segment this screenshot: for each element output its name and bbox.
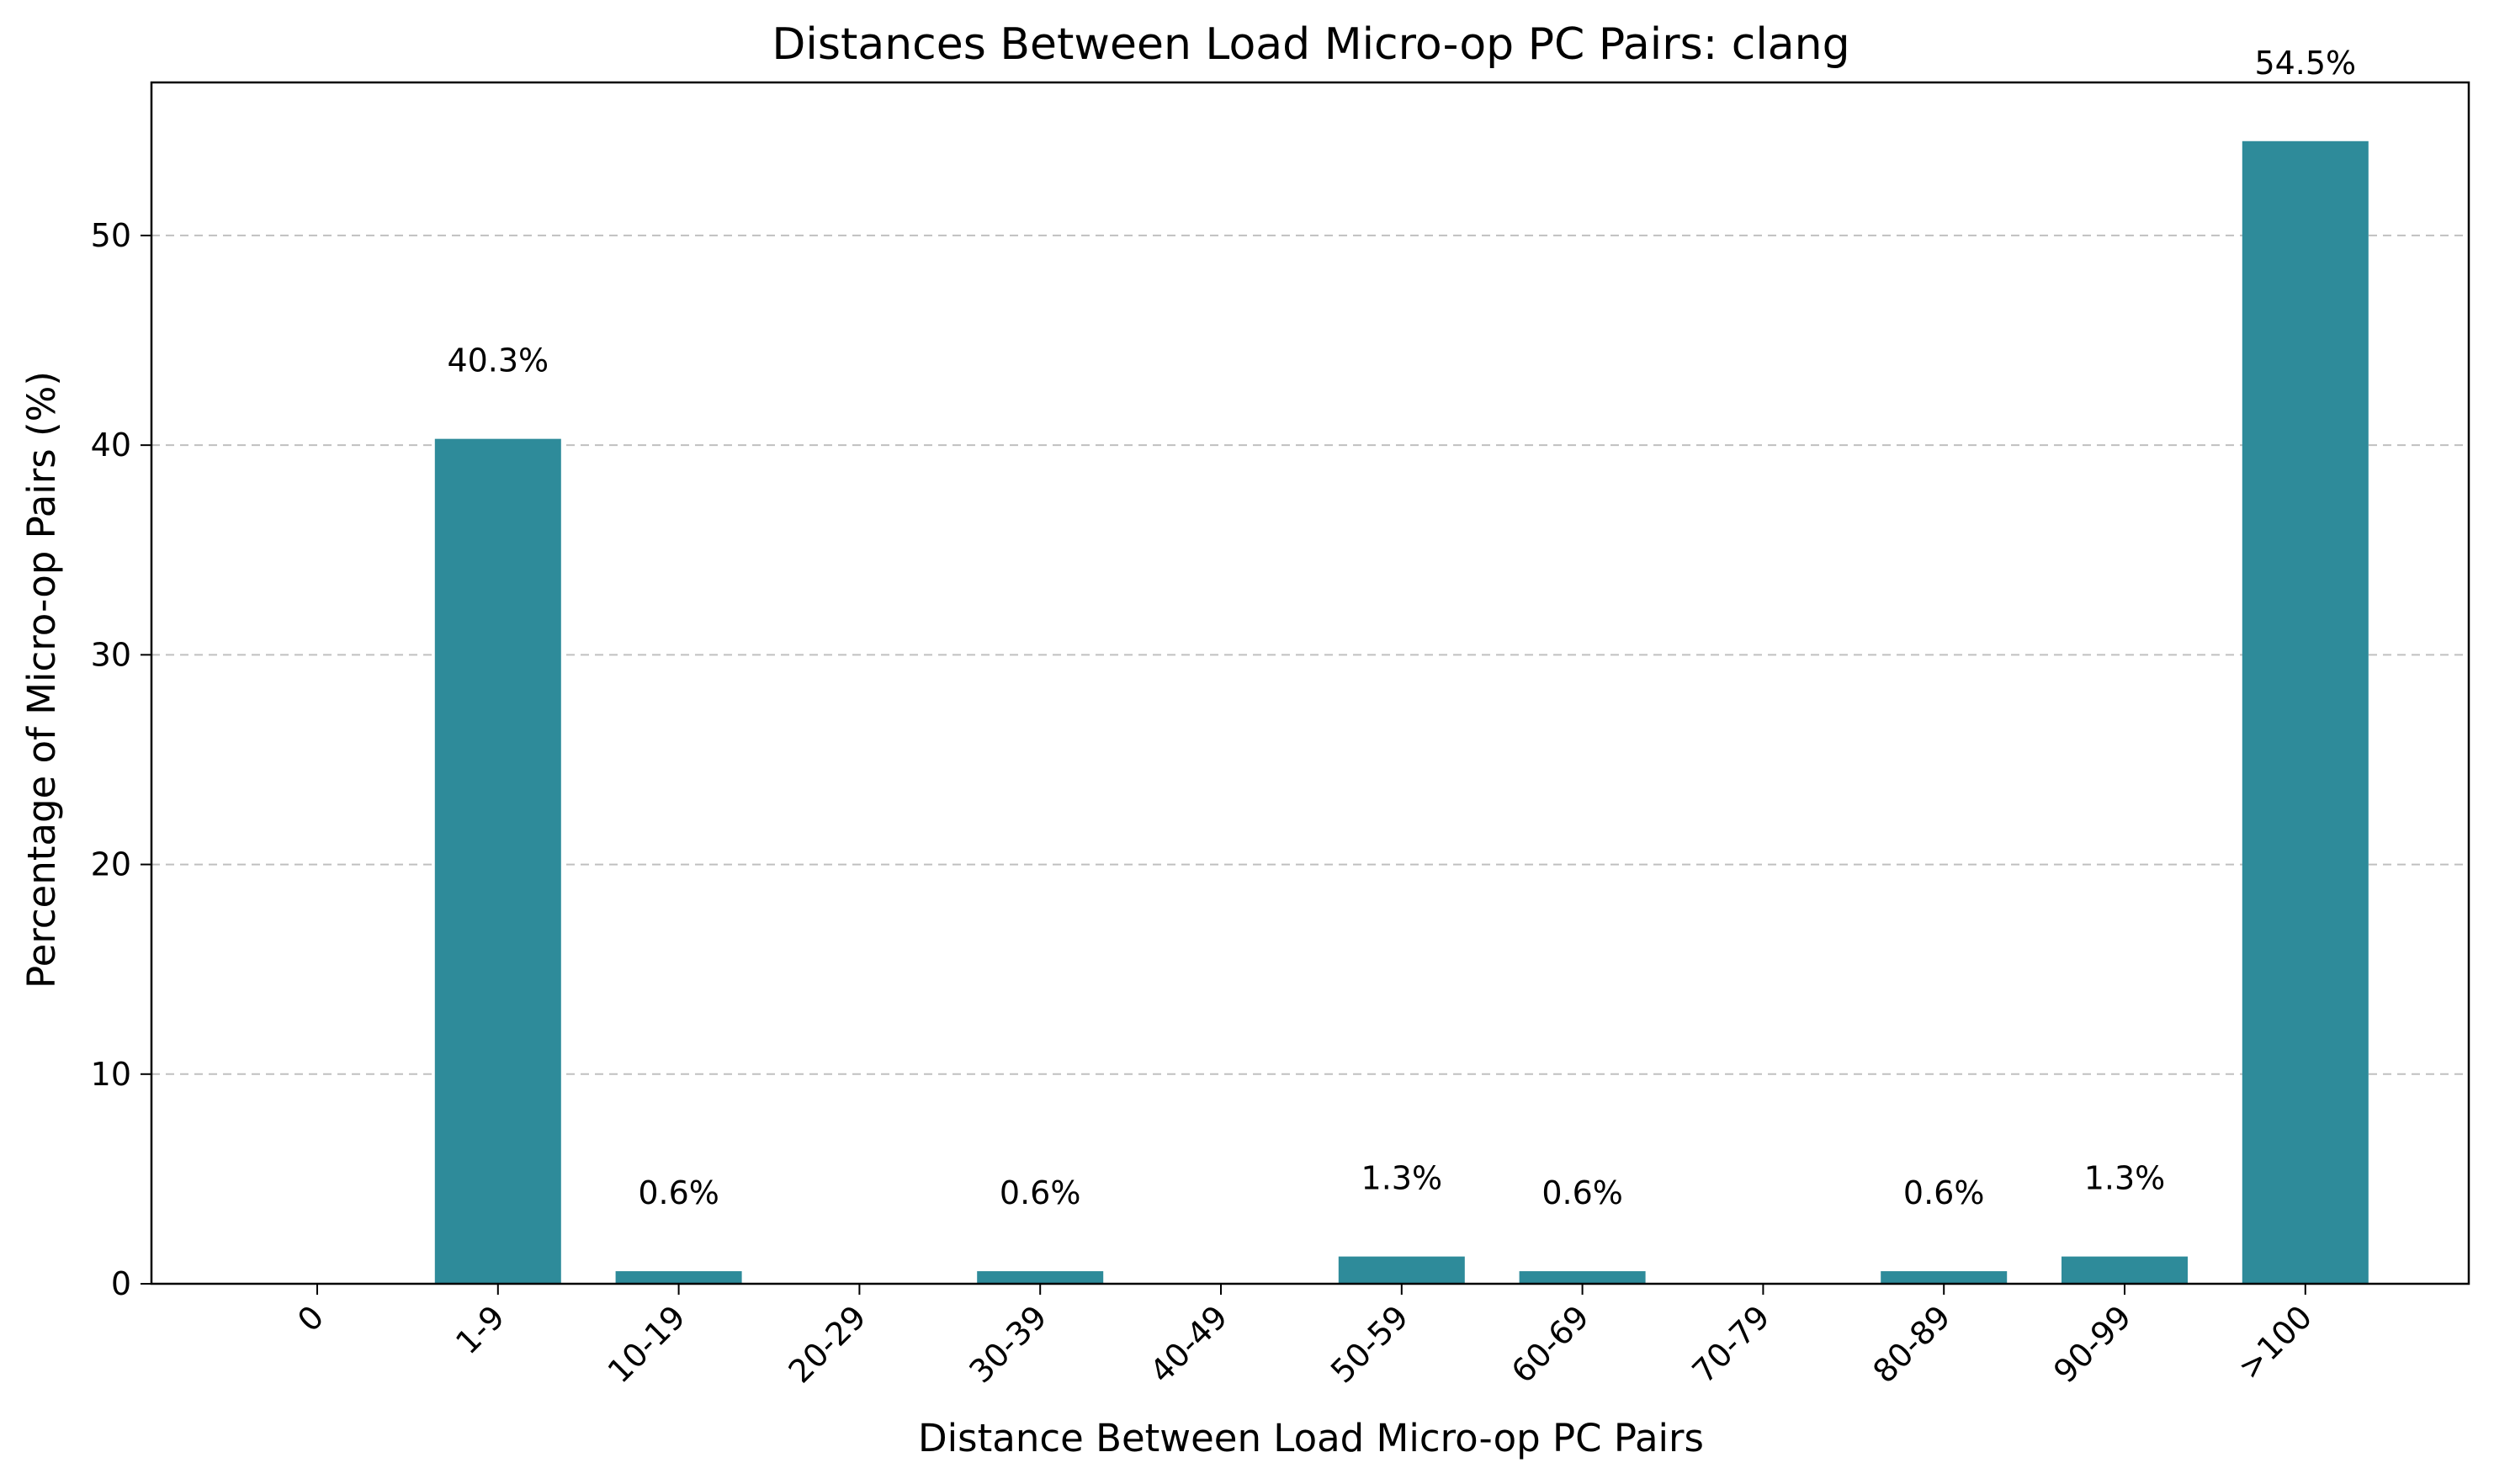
x-tick-label-6: 50-59 [1324,1298,1415,1390]
x-tick-label-8: 70-79 [1685,1298,1777,1390]
bar-11 [2242,140,2369,1284]
bar-2 [615,1271,742,1284]
y-tick-label-10: 10 [91,1056,131,1093]
data-label-10: 1.3% [2084,1160,2166,1197]
x-tick-label-7: 60-69 [1504,1298,1596,1390]
y-tick-label-30: 30 [91,636,131,673]
y-tick-label-40: 40 [91,427,131,464]
x-tick-label-2: 10-19 [601,1298,692,1390]
data-label-1: 40.3% [447,342,549,379]
x-tick-label-3: 20-29 [782,1298,873,1390]
data-labels: 40.3% 0.6% 0.6% 1.3% 0.6% 0.6% 1.3% 54.5% [447,45,2356,1211]
bar-4 [977,1271,1104,1284]
plot-frame [150,81,2470,1285]
x-tick-label-9: 80-89 [1865,1298,1957,1390]
bar-9 [1881,1271,2008,1284]
data-label-7: 0.6% [1542,1174,1623,1211]
bar-1 [434,438,561,1284]
y-tick-label-50: 50 [91,217,131,254]
bar-6 [1338,1256,1465,1284]
x-tick-label-11: >100 [2231,1298,2319,1386]
chart-title: Distances Between Load Micro-op PC Pairs… [772,19,1849,70]
bars [434,140,2369,1284]
data-label-6: 1.3% [1361,1160,1443,1197]
data-label-11: 54.5% [2254,45,2356,82]
bar-7 [1519,1271,1646,1284]
bar-10 [2062,1256,2188,1284]
x-tick-label-1: 1-9 [448,1298,512,1361]
y-tick-label-20: 20 [91,846,131,883]
y-axis-label: Percentage of Micro-op Pairs (%) [19,371,64,988]
y-axis-ticks: 0 10 20 30 40 50 [91,217,151,1302]
data-label-9: 0.6% [1903,1174,1985,1211]
data-label-2: 0.6% [638,1174,719,1211]
x-axis-ticks: 0 1-9 10-19 20-29 30-39 40-49 50-59 60-69 70-79 8… [290,1284,2319,1390]
x-tick-label-4: 30-39 [962,1298,1053,1390]
x-axis-label: Distance Between Load Micro-op PC Pairs [918,1416,1704,1460]
y-tick-label-0: 0 [111,1265,131,1302]
x-tick-label-0: 0 [290,1298,331,1338]
x-tick-label-5: 40-49 [1143,1298,1234,1390]
data-label-4: 0.6% [1000,1174,1081,1211]
x-tick-label-10: 90-99 [2046,1298,2138,1390]
